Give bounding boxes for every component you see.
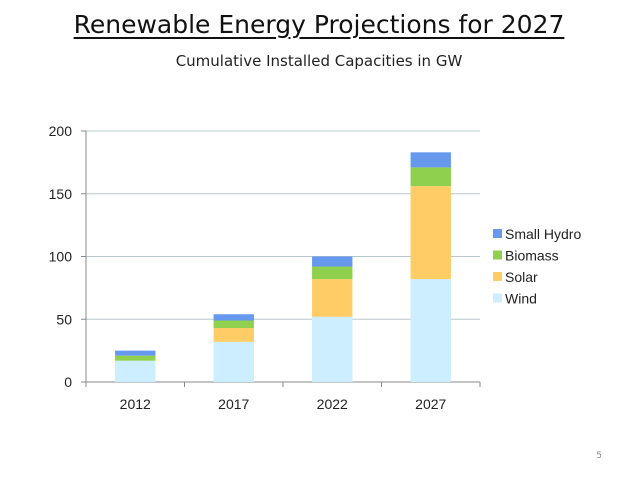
bar-segment-biomass <box>312 266 353 280</box>
x-tick-label: 2012 <box>120 396 151 412</box>
x-tick-label: 2017 <box>218 396 249 412</box>
bar-segment-solar <box>410 186 451 280</box>
x-tick-label: 2027 <box>415 396 446 412</box>
y-tick-label: 0 <box>64 374 72 390</box>
bar-segment-small-hydro <box>213 314 254 321</box>
bar-segment-wind <box>410 279 451 382</box>
bar-segment-solar <box>213 328 254 342</box>
bar-segment-biomass <box>410 167 451 187</box>
bar-segment-small-hydro <box>410 152 451 168</box>
bar-segment-biomass <box>213 320 254 329</box>
bar-segment-wind <box>213 341 254 382</box>
legend-label: Solar <box>505 269 538 285</box>
legend-label: Biomass <box>505 248 559 264</box>
y-tick-label: 100 <box>49 249 73 265</box>
slide-subtitle: Cumulative Installed Capacities in GW <box>175 52 463 70</box>
bar-segment-small-hydro <box>115 350 156 356</box>
y-tick-label: 50 <box>56 311 72 327</box>
legend-label: Small Hydro <box>505 226 581 242</box>
page-number: 5 <box>596 451 602 461</box>
y-tick-label: 150 <box>49 186 73 202</box>
legend-swatch <box>493 272 502 281</box>
slide-title: Renewable Energy Projections for 2027 <box>0 10 638 39</box>
bar-segment-small-hydro <box>312 256 353 267</box>
slide-title-text: Renewable Energy Projections for 2027 <box>73 10 565 39</box>
legend-swatch <box>493 229 502 238</box>
legend-swatch <box>493 293 502 303</box>
bar-segment-solar <box>312 279 353 317</box>
bar-segment-wind <box>115 360 156 382</box>
x-tick-label: 2022 <box>317 396 348 412</box>
chart-bars <box>115 152 451 382</box>
legend-swatch <box>493 250 502 260</box>
legend-label: Wind <box>505 291 537 307</box>
bar-segment-biomass <box>115 355 156 361</box>
bar-segment-wind <box>312 316 353 382</box>
chart-legend: Small Hydro Biomass Solar Wind <box>493 226 581 307</box>
y-tick-label: 200 <box>49 123 73 139</box>
